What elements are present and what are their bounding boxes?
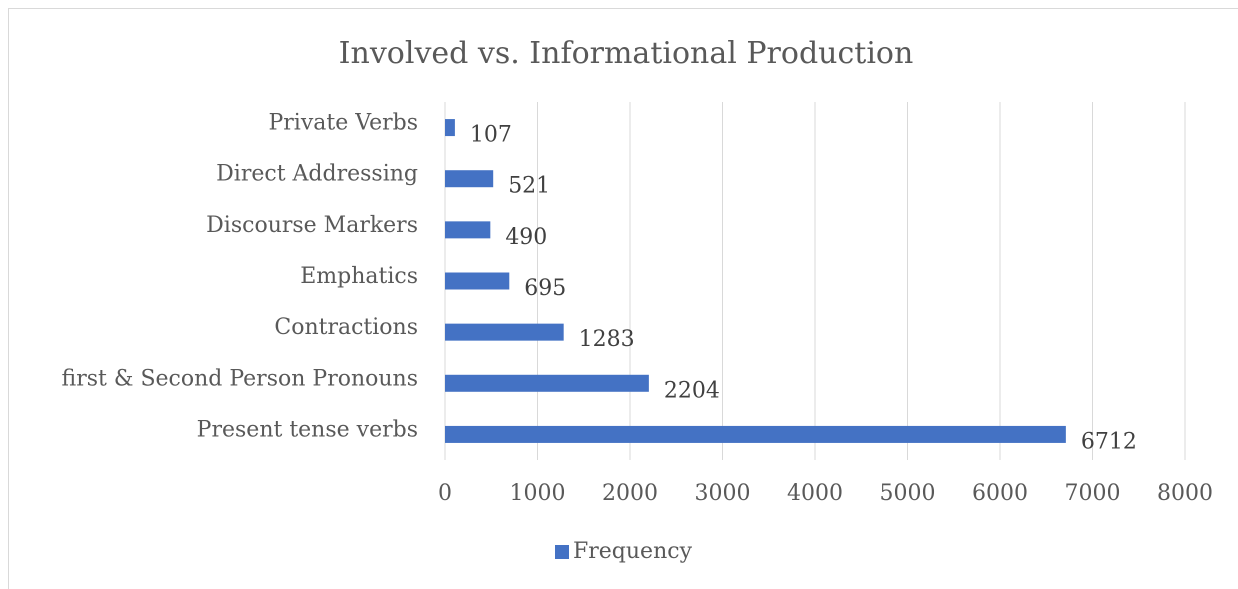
bar (445, 425, 1066, 443)
data-label: 490 (505, 225, 547, 250)
x-tick-label: 1000 (510, 481, 566, 506)
bar (445, 119, 455, 137)
x-tick-label: 2000 (602, 481, 658, 506)
x-tick-label: 5000 (880, 481, 936, 506)
data-label: 107 (470, 123, 512, 148)
x-tick-label: 8000 (1157, 481, 1213, 506)
x-tick-label: 7000 (1065, 481, 1121, 506)
y-tick-label: Discourse Markers (206, 213, 418, 238)
data-label: 695 (524, 276, 566, 301)
y-tick-label: first & Second Person Pronouns (62, 366, 418, 391)
data-label: 1283 (579, 327, 635, 352)
bar (445, 170, 494, 188)
x-tick-label: 4000 (787, 481, 843, 506)
data-label: 2204 (664, 378, 720, 403)
bar (445, 323, 564, 341)
legend-swatch (555, 545, 569, 559)
data-label: 6712 (1081, 429, 1137, 454)
y-tick-label: Private Verbs (268, 111, 418, 136)
bar (445, 221, 491, 239)
y-tick-label: Present tense verbs (197, 417, 418, 442)
y-tick-label: Contractions (274, 315, 418, 340)
data-label: 521 (508, 174, 550, 199)
y-tick-label: Direct Addressing (216, 162, 418, 187)
x-tick-label: 6000 (972, 481, 1028, 506)
legend-label: Frequency (573, 539, 693, 564)
bar (445, 374, 649, 392)
x-tick-label: 0 (438, 481, 452, 506)
bar (445, 272, 510, 290)
chart-title: Involved vs. Informational Production (339, 36, 914, 71)
y-tick-label: Emphatics (300, 264, 418, 289)
x-tick-label: 3000 (695, 481, 751, 506)
chart-frame (8, 8, 1238, 589)
